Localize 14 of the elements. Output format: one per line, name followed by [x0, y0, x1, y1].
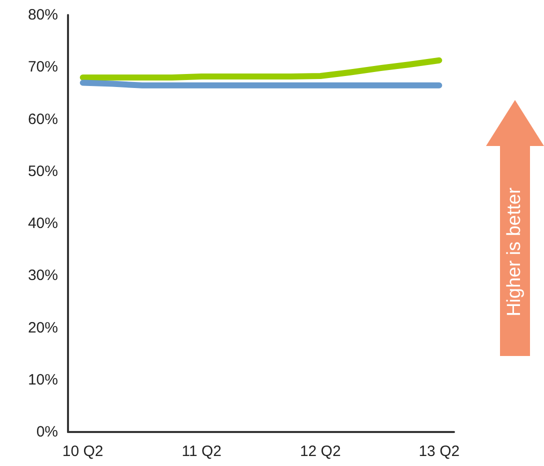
x-tick-label: 12 Q2	[300, 443, 341, 460]
x-tick-label: 13 Q2	[418, 443, 460, 460]
x-tick-label: 11 Q2	[182, 443, 222, 460]
y-tick-label: 40%	[28, 215, 58, 232]
y-tick-label: 50%	[28, 162, 58, 180]
y-tick-label: 30%	[28, 267, 58, 284]
y-tick-label: 70%	[28, 58, 58, 76]
y-tick-label: 60%	[28, 110, 58, 128]
y-tick-label: 80%	[28, 6, 58, 24]
y-tick-label: 0%	[36, 424, 58, 440]
x-tick-label: 10 Q2	[62, 443, 104, 460]
text: Higher is better	[504, 188, 526, 316]
y-tick-label: 10%	[28, 371, 58, 388]
y-tick-label: 20%	[28, 319, 58, 336]
